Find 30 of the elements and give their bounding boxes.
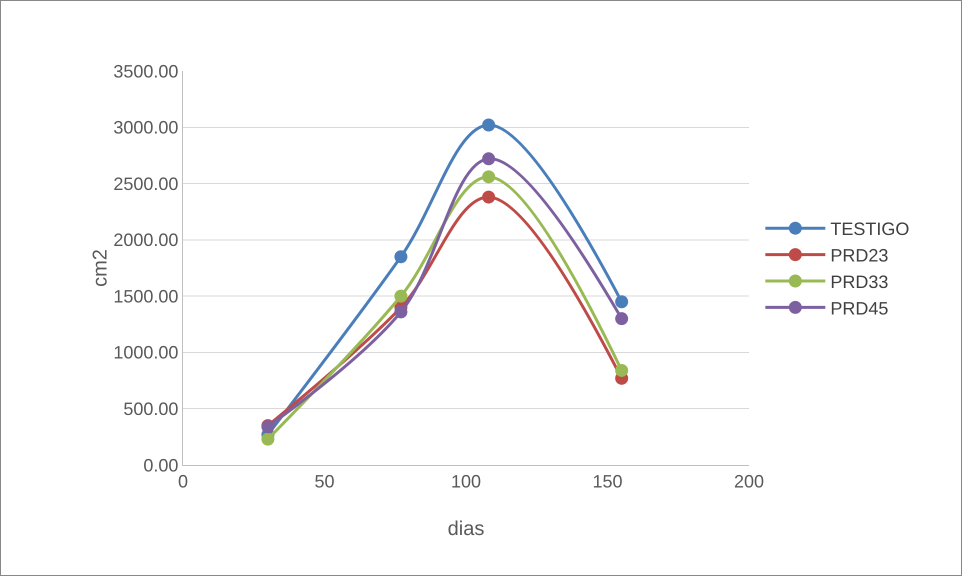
x-tick-label: 200 [734,472,764,492]
y-tick-label: 1000.00 [113,342,178,363]
x-tick-label: 0 [178,472,188,492]
point [394,250,408,264]
legend-label: PRD23 [830,246,888,266]
y-tick-label: 1500.00 [113,286,178,306]
legend-label: PRD33 [830,272,888,292]
y-tick-label: 3000.00 [113,118,178,138]
point [394,305,408,318]
x-tick-label: 150 [592,472,623,492]
point [615,295,628,308]
y-axis-title: cm2 [89,249,112,287]
legend-label: PRD45 [830,298,888,318]
point [482,118,496,132]
x-tick-label: 50 [314,472,335,492]
legend-label: TESTIGO [830,219,910,240]
y-tick-label: 500.00 [123,399,178,420]
x-tick-label: 100 [450,472,482,492]
y-tick-label: 2000.00 [113,230,178,250]
point [615,364,628,377]
point [482,170,496,184]
y-tick-label: 0.00 [143,455,178,476]
point [394,290,408,303]
point [615,312,628,326]
point [482,190,496,204]
point [482,152,496,166]
x-axis-title: dias [448,518,484,540]
point [261,432,274,446]
y-tick-label: 3500.00 [113,61,178,82]
y-tick-label: 2500.00 [113,174,178,194]
